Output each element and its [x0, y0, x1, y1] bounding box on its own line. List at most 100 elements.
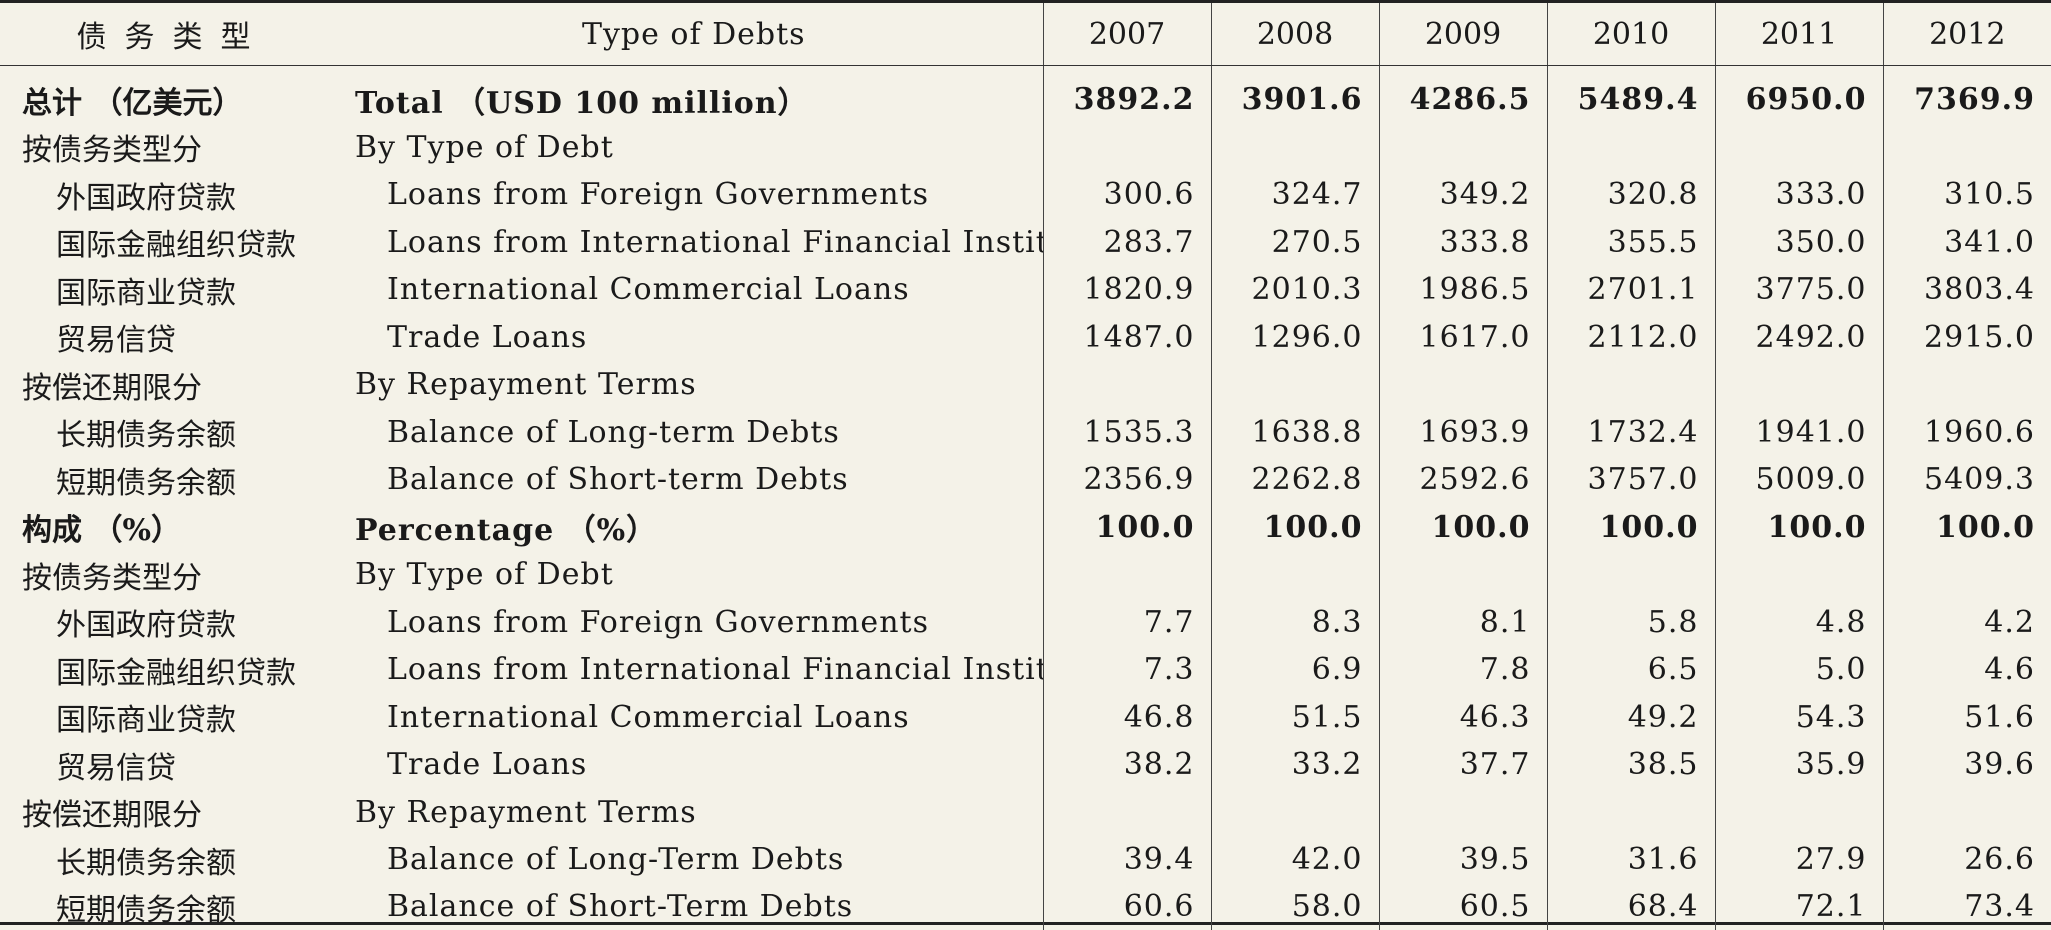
- value-cell: 1535.3: [1042, 408, 1211, 456]
- value-cell: 1638.8: [1210, 408, 1379, 456]
- value-cell: 2112.0: [1546, 313, 1715, 361]
- row-label-en: Loans from Foreign Governments: [387, 177, 929, 213]
- value-cell: 2010.3: [1210, 266, 1379, 314]
- table-row: 外国政府贷款 Loans from Foreign Governments 300.…: [0, 171, 2051, 219]
- value-cell: 3757.0: [1546, 456, 1715, 504]
- table-row: 按债务类型分 By Type of Debt: [0, 551, 2051, 599]
- value-cell: [1042, 788, 1211, 836]
- value-cell: [1714, 551, 1883, 599]
- value-cell: 100.0: [1042, 503, 1211, 551]
- value-cell: 310.5: [1882, 171, 2051, 219]
- row-label-cn: 国际金融组织贷款: [56, 655, 296, 691]
- value-cell: 1487.0: [1042, 313, 1211, 361]
- row-label-cn: 按债务类型分: [22, 560, 202, 596]
- row-label-en: By Type of Debt: [355, 129, 614, 165]
- table-row: 构成 （%） Percentage （%） 100.0 100.0 100.0 100.0…: [0, 503, 2051, 551]
- value-cell: [1714, 123, 1883, 171]
- value-cell: 2592.6: [1378, 456, 1547, 504]
- row-label-en: Loans from International Financial Insti…: [387, 652, 1043, 688]
- value-cell: 4286.5: [1378, 65, 1547, 124]
- row-label-en: Percentage （%）: [355, 513, 658, 549]
- value-cell: [1882, 123, 2051, 171]
- value-cell: 38.5: [1546, 741, 1715, 789]
- header-year: 2011: [1714, 3, 1883, 66]
- value-cell: 100.0: [1714, 503, 1883, 551]
- value-cell: 1986.5: [1378, 266, 1547, 314]
- value-cell: 72.1: [1714, 883, 1883, 930]
- value-cell: 2262.8: [1210, 456, 1379, 504]
- value-cell: 2356.9: [1042, 456, 1211, 504]
- value-cell: [1210, 123, 1379, 171]
- value-cell: 39.4: [1042, 836, 1211, 884]
- value-cell: 60.6: [1042, 883, 1211, 930]
- row-label-cn: 构成 （%）: [22, 513, 181, 549]
- value-cell: 46.3: [1378, 693, 1547, 741]
- table-row: 长期债务余额 Balance of Long-Term Debts 39.4 42.0…: [0, 836, 2051, 884]
- value-cell: 333.8: [1378, 218, 1547, 266]
- table-row: 国际金融组织贷款 Loans from International Financi…: [0, 646, 2051, 694]
- external-debt-table: 债务类型 Type of Debts 2007 2008 2009 2010 2…: [0, 3, 2051, 930]
- value-cell: 3803.4: [1882, 266, 2051, 314]
- row-label-en: Trade Loans: [387, 319, 588, 355]
- value-cell: 320.8: [1546, 171, 1715, 219]
- value-cell: [1378, 551, 1547, 599]
- value-cell: [1042, 123, 1211, 171]
- value-cell: 58.0: [1210, 883, 1379, 930]
- value-cell: 355.5: [1546, 218, 1715, 266]
- row-label-cn: 国际商业贷款: [56, 703, 236, 739]
- table-row: 外国政府贷款 Loans from Foreign Governments 7.7 8…: [0, 598, 2051, 646]
- value-cell: [1042, 361, 1211, 409]
- value-cell: 270.5: [1210, 218, 1379, 266]
- value-cell: 5409.3: [1882, 456, 2051, 504]
- value-cell: 4.6: [1882, 646, 2051, 694]
- row-label-cn: 贸易信贷: [56, 750, 176, 786]
- value-cell: [1882, 551, 2051, 599]
- value-cell: 1732.4: [1546, 408, 1715, 456]
- value-cell: 3892.2: [1042, 65, 1211, 124]
- row-label-en: By Type of Debt: [355, 557, 614, 593]
- value-cell: 7.8: [1378, 646, 1547, 694]
- value-cell: 33.2: [1210, 741, 1379, 789]
- value-cell: 7.3: [1042, 646, 1211, 694]
- value-cell: 1941.0: [1714, 408, 1883, 456]
- value-cell: [1546, 788, 1715, 836]
- value-cell: [1210, 551, 1379, 599]
- value-cell: 73.4: [1882, 883, 2051, 930]
- value-cell: 300.6: [1042, 171, 1211, 219]
- value-cell: 54.3: [1714, 693, 1883, 741]
- value-cell: 46.8: [1042, 693, 1211, 741]
- value-cell: 5.0: [1714, 646, 1883, 694]
- value-cell: 100.0: [1210, 503, 1379, 551]
- value-cell: [1378, 361, 1547, 409]
- value-cell: 5009.0: [1714, 456, 1883, 504]
- value-cell: 333.0: [1714, 171, 1883, 219]
- row-label-cn: 按偿还期限分: [22, 370, 202, 406]
- value-cell: 51.5: [1210, 693, 1379, 741]
- value-cell: 7.7: [1042, 598, 1211, 646]
- row-label-en: Trade Loans: [387, 747, 588, 783]
- value-cell: [1546, 551, 1715, 599]
- table-row: 长期债务余额 Balance of Long-term Debts 1535.3 16…: [0, 408, 2051, 456]
- value-cell: [1714, 788, 1883, 836]
- header-cn-label: 债务类型: [0, 3, 345, 66]
- value-cell: 1820.9: [1042, 266, 1211, 314]
- value-cell: 5489.4: [1546, 65, 1715, 124]
- table-row: 按债务类型分 By Type of Debt: [0, 123, 2051, 171]
- value-cell: 2915.0: [1882, 313, 2051, 361]
- row-label-cn: 贸易信贷: [56, 323, 176, 359]
- value-cell: 324.7: [1210, 171, 1379, 219]
- value-cell: 6.5: [1546, 646, 1715, 694]
- value-cell: 6.9: [1210, 646, 1379, 694]
- table-row: 贸易信贷 Trade Loans 1487.0 1296.0 1617.0 2112.0 2…: [0, 313, 2051, 361]
- table-row: 国际商业贷款 International Commercial Loans 46.8…: [0, 693, 2051, 741]
- header-year: 2012: [1882, 3, 2051, 66]
- value-cell: [1378, 788, 1547, 836]
- row-label-cn: 按偿还期限分: [22, 798, 202, 834]
- row-label-en: International Commercial Loans: [387, 699, 910, 735]
- row-label-cn: 国际金融组织贷款: [56, 228, 296, 264]
- row-label-en: Balance of Long-Term Debts: [387, 842, 845, 878]
- value-cell: 2701.1: [1546, 266, 1715, 314]
- row-label-en: Total （USD 100 million）: [355, 85, 809, 121]
- row-label-en: Balance of Short-term Debts: [387, 462, 849, 498]
